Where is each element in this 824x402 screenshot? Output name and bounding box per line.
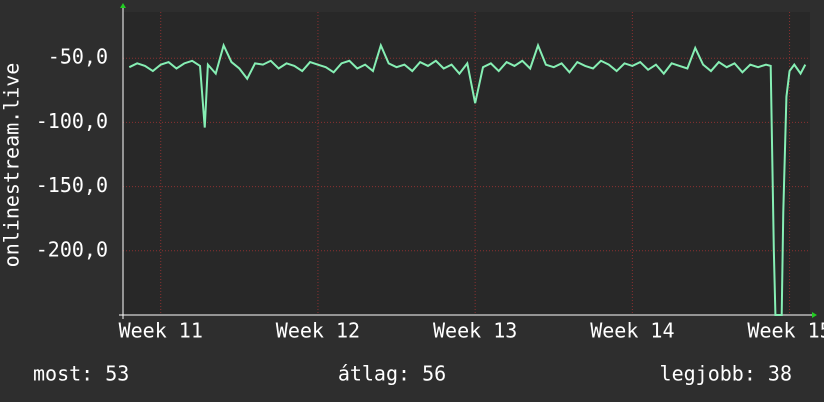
axis-arrow xyxy=(120,3,126,8)
axis-arrow xyxy=(812,312,817,318)
data-line xyxy=(128,42,807,316)
stat-label: most: 53 xyxy=(33,362,129,386)
y-tick-label: -150,0 xyxy=(36,173,108,197)
stat-label: átlag: 56 xyxy=(338,362,446,386)
y-axis-label: onlinestream.live xyxy=(0,63,24,268)
x-tick-label: Week 14 xyxy=(590,319,674,343)
stat-label: legjobb: 38 xyxy=(660,362,792,386)
x-tick-label: Week 11 xyxy=(119,319,203,343)
x-tick-label: Week 12 xyxy=(276,319,360,343)
x-tick-label: Week 15 xyxy=(747,319,824,343)
y-tick-label: -50,0 xyxy=(48,45,108,69)
x-tick-label: Week 13 xyxy=(433,319,517,343)
y-tick-label: -100,0 xyxy=(36,109,108,133)
plot-area xyxy=(123,12,810,315)
y-tick-label: -200,0 xyxy=(36,237,108,261)
